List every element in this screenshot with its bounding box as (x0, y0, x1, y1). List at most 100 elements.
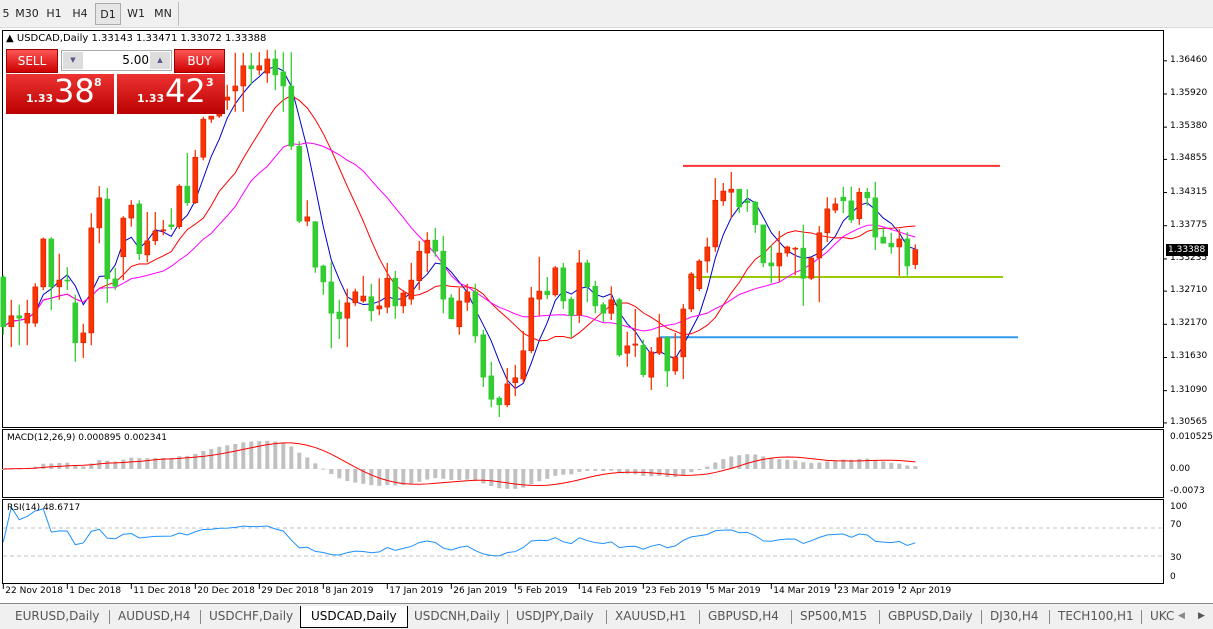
lot-size-value[interactable]: 5.00 (122, 53, 149, 67)
candle-body (384, 277, 391, 308)
macd-axis-zero: 0.00 (1170, 464, 1191, 474)
candle-body (504, 383, 511, 406)
candle-body (536, 290, 543, 300)
ask-price-button[interactable]: 1.33 42 3 (117, 72, 225, 114)
macd-histogram-bar (241, 442, 246, 469)
candle-body (248, 65, 255, 70)
candle-body (200, 118, 207, 158)
chart-tab[interactable]: UKC (1150, 609, 1175, 623)
lot-size-field[interactable]: ▼ 5.00 ▲ (61, 50, 172, 71)
macd-histogram-bar (81, 466, 86, 469)
macd-histogram-bar (1, 469, 6, 470)
bid-price-button[interactable]: 1.33 38 8 (6, 72, 114, 114)
tabs-scroll-right-icon[interactable]: ▶ (1198, 611, 1205, 621)
macd-histogram-bar (825, 461, 830, 469)
candle-body (632, 343, 639, 346)
candle-body (688, 273, 695, 310)
candle-body (800, 247, 807, 279)
chart-tab[interactable]: SP500,M15 (800, 609, 868, 623)
candle-body (768, 262, 775, 267)
lot-increase-icon[interactable]: ▲ (150, 52, 170, 69)
collapse-triangle-icon[interactable]: ▲ (6, 33, 14, 44)
chart-tab[interactable]: AUDUSD,H4 (118, 609, 191, 623)
candle-body (616, 299, 623, 356)
sell-button[interactable]: SELL (6, 49, 58, 73)
candle-body (784, 246, 791, 254)
macd-histogram-bar (137, 458, 142, 469)
date-axis-label: 17 Jan 2019 (389, 586, 444, 596)
timeframe-m5[interactable]: 5 (2, 7, 10, 20)
macd-histogram-bar (689, 469, 694, 473)
candle-body (544, 290, 551, 296)
macd-histogram-bar (697, 469, 702, 470)
price-axis-label: 1.33775 (1170, 219, 1208, 230)
macd-histogram-bar (121, 459, 126, 469)
macd-histogram-bar (433, 469, 438, 479)
symbol-label: USDCAD,Daily (16, 33, 89, 44)
macd-histogram-bar (857, 458, 862, 469)
last-price-tag: 1.33388 (1166, 244, 1208, 256)
macd-histogram-bar (721, 459, 726, 469)
candle-body (400, 292, 407, 307)
rsi-panel[interactable] (2, 499, 1164, 584)
candle-body (664, 337, 671, 372)
candle-body (376, 305, 383, 310)
date-axis-label: 23 Mar 2019 (837, 586, 895, 596)
macd-histogram-bar (625, 469, 630, 474)
candle-body (624, 345, 631, 354)
date-axis-label: 1 Dec 2018 (69, 586, 122, 596)
candle-body (608, 299, 615, 314)
chart-tab[interactable]: XAUUSD,H1 (615, 609, 687, 623)
timeframe-h4[interactable]: H4 (72, 7, 88, 20)
macd-histogram-bar (553, 469, 558, 476)
macd-histogram-bar (513, 469, 518, 489)
timeframe-w1[interactable]: W1 (127, 7, 145, 20)
candle-body (600, 304, 607, 314)
candle-body (696, 260, 703, 289)
rsi-line (2, 505, 916, 557)
macd-histogram-bar (913, 466, 918, 469)
candle-body (328, 281, 335, 314)
lot-decrease-icon[interactable]: ▼ (63, 52, 83, 69)
one-click-trading-panel: SELL ▼ 5.00 ▲ BUY 1.33 38 8 1.33 42 3 (6, 49, 225, 114)
ohlc-readout: 1.33143 1.33471 1.33072 1.33388 (91, 33, 267, 44)
candle-body (424, 239, 431, 254)
macd-histogram-bar (209, 448, 214, 469)
candle-body (712, 199, 719, 248)
macd-histogram-bar (185, 455, 190, 469)
chart-tab[interactable]: USDCNH,Daily (414, 609, 501, 623)
macd-histogram-bar (49, 463, 54, 469)
macd-histogram-bar (569, 469, 574, 475)
candle-body (224, 96, 231, 101)
candle-body (656, 337, 663, 354)
candle-body (352, 291, 359, 304)
chart-tab[interactable]: TECH100,H1 (1058, 609, 1134, 623)
timeframe-h1[interactable]: H1 (46, 7, 62, 20)
chart-tab[interactable]: USDJPY,Daily (516, 609, 594, 623)
candle-body (208, 115, 215, 120)
chart-tab[interactable]: GBPUSD,H4 (708, 609, 779, 623)
candle-body (408, 279, 415, 300)
chart-tab[interactable]: USDCHF,Daily (209, 609, 294, 623)
tab-separator (606, 610, 607, 624)
chart-tab[interactable]: EURUSD,Daily (15, 609, 100, 623)
tabs-scroll-left-icon[interactable]: ◀ (1178, 611, 1185, 621)
timeframe-m30[interactable]: M30 (15, 7, 39, 20)
tab-separator (699, 610, 700, 624)
timeframe-d1[interactable]: D1 (95, 3, 121, 25)
candle-body (8, 315, 15, 328)
candle-body (152, 230, 159, 242)
tab-separator (109, 610, 110, 624)
timeframe-mn[interactable]: MN (154, 7, 172, 20)
candle-body (872, 197, 879, 238)
macd-histogram-bar (753, 454, 758, 469)
chart-tab[interactable]: USDCAD,Daily (300, 606, 408, 628)
macd-histogram-bar (729, 456, 734, 469)
macd-histogram-bar (129, 457, 134, 469)
ask-pipette: 3 (206, 76, 214, 89)
macd-histogram-bar (457, 469, 462, 481)
chart-tab[interactable]: DJ30,H4 (990, 609, 1039, 623)
chart-tab[interactable]: GBPUSD,Daily (888, 609, 973, 623)
buy-button[interactable]: BUY (174, 49, 225, 73)
